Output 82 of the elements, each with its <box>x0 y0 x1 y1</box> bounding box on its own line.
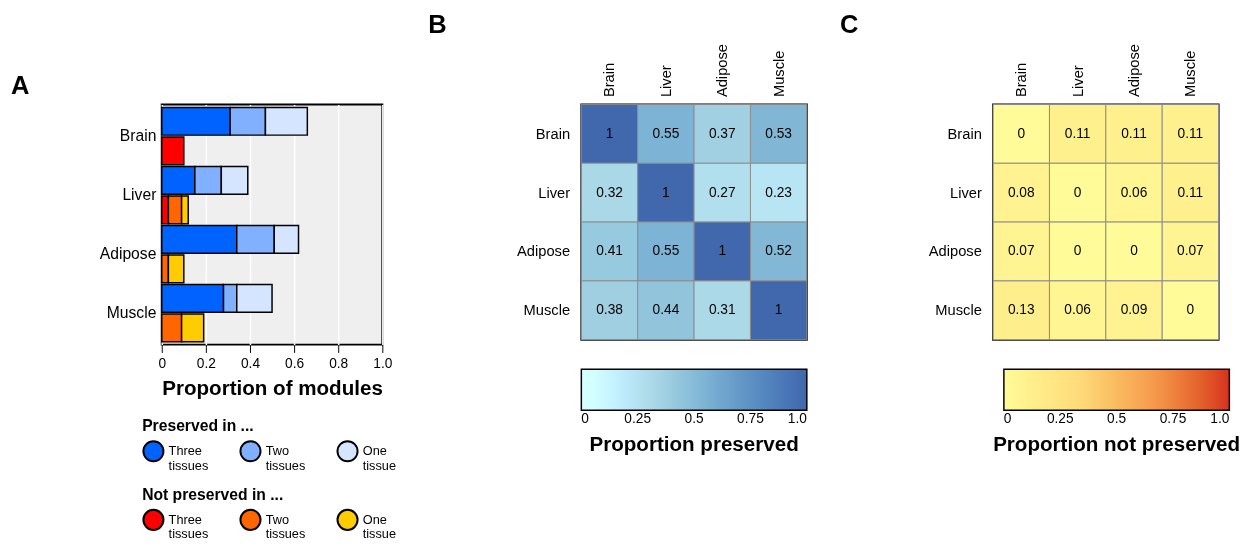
y-tick-label: Liver <box>949 184 982 201</box>
legend-label: Two tissues <box>265 443 306 473</box>
color-bar-label: 0.75 <box>1159 411 1187 427</box>
data-label: 0 <box>1073 184 1082 200</box>
legend-label: One tissue <box>362 511 397 542</box>
color-bar-label: 0 <box>581 411 590 427</box>
color-bar-title: Proportion not preserved <box>993 431 1241 455</box>
y-tick-label: Brain <box>947 125 982 142</box>
legend-label: Three tissues <box>168 443 209 473</box>
x-tick-label: Adipose <box>1125 44 1142 98</box>
data-label: 0.06 <box>1120 184 1148 200</box>
data-label: 0.53 <box>765 125 793 141</box>
legend-label: Three tissues <box>168 511 209 542</box>
data-label: 0.37 <box>708 125 736 141</box>
data-label: 0.09 <box>1120 302 1148 318</box>
text: Preserved in ... <box>142 416 254 434</box>
x-tick-label: 0 <box>158 355 167 371</box>
data-label: 1 <box>662 184 670 200</box>
x-tick-label: Adipose <box>714 44 731 98</box>
legend-label: One tissue <box>362 443 397 473</box>
data-label: 0.44 <box>652 302 680 318</box>
x-tick-label: Brain <box>1013 62 1030 98</box>
data-label: 0.11 <box>1121 125 1147 141</box>
y-tick-label: Brain <box>535 125 571 142</box>
data-label: 1 <box>718 243 727 259</box>
x-tick-label: 0.2 <box>196 355 216 371</box>
data-label: 0.32 <box>596 184 623 200</box>
y-tick-label: Brain <box>119 127 157 145</box>
y-tick-label: Adipose <box>516 243 571 260</box>
data-label: 1 <box>774 302 783 318</box>
color-bar-label: 0.25 <box>624 411 652 427</box>
data-label: 0.07 <box>1007 243 1035 259</box>
color-bar-label: 1.0 <box>787 411 808 427</box>
x-tick-label: 0.6 <box>285 355 305 371</box>
color-bar-label: 0 <box>1003 411 1012 427</box>
data-label: 0.11 <box>1177 125 1204 141</box>
x-tick-label: Liver <box>657 65 674 98</box>
text: Not preserved in ... <box>142 485 284 503</box>
data-label: 0.08 <box>1007 184 1035 200</box>
data-label: 1 <box>605 125 614 141</box>
data-label: 0.13 <box>1007 302 1035 318</box>
color-bar-title: Proportion preserved <box>589 431 799 455</box>
data-label: 0.27 <box>708 184 736 200</box>
data-label: 0.11 <box>1064 125 1091 141</box>
data-label: 0 <box>1073 243 1082 259</box>
x-tick-label: Brain <box>601 62 618 98</box>
chart-title: C <box>839 9 859 38</box>
data-label: 0.31 <box>708 302 736 318</box>
color-bar-label: 0.5 <box>684 411 704 427</box>
data-label: 0.11 <box>1177 184 1204 200</box>
data-label: 0 <box>1017 125 1026 141</box>
data-label: 0 <box>1186 302 1195 318</box>
color-bar-label: 0.25 <box>1046 411 1074 427</box>
data-label: 0.38 <box>596 302 624 318</box>
chart-title: A <box>10 70 30 99</box>
color-bar-label: 0.5 <box>1107 411 1127 427</box>
y-tick-label: Muscle <box>106 304 157 322</box>
data-label: 0.41 <box>596 243 623 259</box>
legend-label: Two tissues <box>265 511 306 542</box>
x-tick-label: Liver <box>1069 65 1086 98</box>
data-label: 0.23 <box>765 184 793 200</box>
data-label: 0.55 <box>652 243 680 259</box>
y-tick-label: Muscle <box>935 302 982 319</box>
x-tick-label: 1.0 <box>373 355 393 371</box>
x-tick-label: 0.4 <box>240 355 261 371</box>
y-tick-label: Muscle <box>523 302 571 319</box>
data-label: 0.06 <box>1064 302 1092 318</box>
chart-title: B <box>428 9 447 38</box>
data-label: 0.52 <box>765 243 792 259</box>
y-tick-label: Liver <box>538 184 571 201</box>
y-tick-label: Liver <box>122 186 157 204</box>
data-label: 0.07 <box>1177 243 1204 259</box>
color-bar-label: 1.0 <box>1210 411 1230 427</box>
x-tick-label: Muscle <box>770 50 787 98</box>
data-label: 0.55 <box>652 125 680 141</box>
x-axis-title: Proportion of modules <box>162 376 383 400</box>
x-tick-label: Muscle <box>1182 50 1199 98</box>
y-tick-label: Adipose <box>928 243 982 260</box>
x-tick-label: 0.8 <box>329 355 349 371</box>
color-bar-label: 0.75 <box>737 411 765 427</box>
data-label: 0 <box>1130 243 1139 259</box>
y-tick-label: Adipose <box>99 245 157 263</box>
